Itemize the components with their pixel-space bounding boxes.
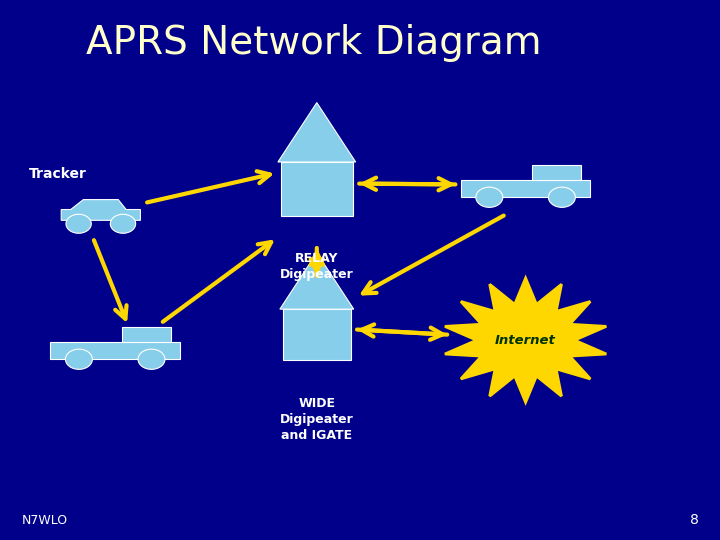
Circle shape [549, 187, 575, 207]
Bar [532, 165, 581, 180]
Text: Tracker: Tracker [29, 167, 86, 181]
Bar [122, 327, 171, 342]
Polygon shape [278, 103, 356, 162]
Text: RELAY
Digipeater: RELAY Digipeater [280, 252, 354, 281]
Bar [50, 342, 180, 359]
Text: WIDE
Digipeater
and IGATE: WIDE Digipeater and IGATE [280, 397, 354, 442]
Polygon shape [280, 253, 354, 309]
Text: N7WLO: N7WLO [22, 514, 68, 526]
Circle shape [66, 214, 91, 233]
Bar [281, 162, 353, 216]
Text: Internet: Internet [495, 334, 556, 347]
Text: APRS Network Diagram: APRS Network Diagram [86, 24, 542, 62]
Circle shape [138, 349, 165, 369]
Circle shape [110, 214, 135, 233]
Circle shape [476, 187, 503, 207]
Circle shape [66, 349, 92, 369]
Polygon shape [61, 200, 140, 220]
Polygon shape [445, 278, 606, 402]
Bar [283, 309, 351, 361]
Bar [461, 180, 590, 197]
Text: 8: 8 [690, 512, 698, 526]
